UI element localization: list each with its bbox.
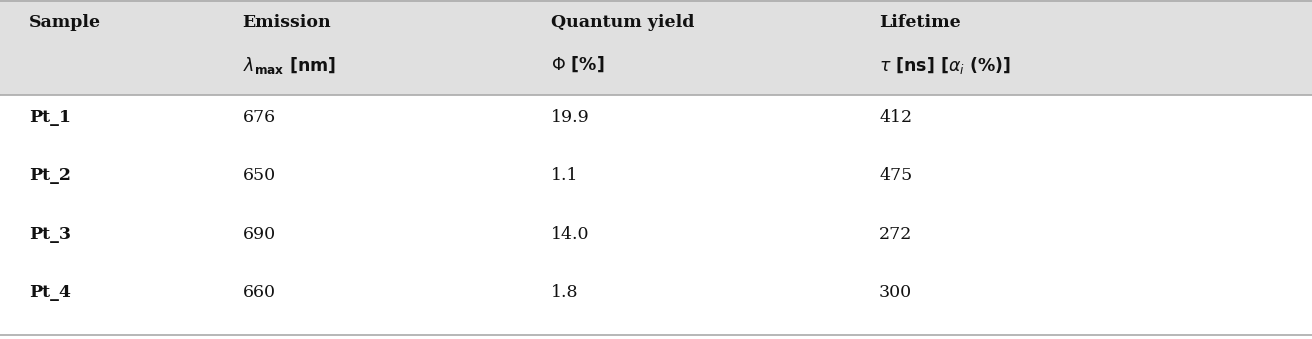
Text: Lifetime: Lifetime: [879, 14, 960, 31]
Text: Quantum yield: Quantum yield: [551, 14, 694, 31]
Text: $\mathit{\Phi}$ [%]: $\mathit{\Phi}$ [%]: [551, 55, 605, 75]
Text: 14.0: 14.0: [551, 226, 589, 243]
Text: 690: 690: [243, 226, 276, 243]
Text: Pt_4: Pt_4: [29, 284, 71, 301]
Bar: [0, 95, 1312, 339]
Text: 272: 272: [879, 226, 912, 243]
Text: $\tau$ [ns] [$\alpha_i$ (%)]: $\tau$ [ns] [$\alpha_i$ (%)]: [879, 55, 1012, 76]
Bar: [0, 0, 1312, 95]
Text: Emission: Emission: [243, 14, 332, 31]
Text: Sample: Sample: [29, 14, 101, 31]
Text: 660: 660: [243, 284, 276, 301]
Text: Pt_2: Pt_2: [29, 167, 71, 184]
Text: 300: 300: [879, 284, 912, 301]
Text: 676: 676: [243, 109, 276, 126]
Text: 412: 412: [879, 109, 912, 126]
Text: Pt_3: Pt_3: [29, 226, 71, 243]
Text: 19.9: 19.9: [551, 109, 590, 126]
Text: 1.8: 1.8: [551, 284, 579, 301]
Text: Pt_1: Pt_1: [29, 109, 71, 126]
Text: $\lambda_{\mathbf{max}}$ [nm]: $\lambda_{\mathbf{max}}$ [nm]: [243, 55, 336, 76]
Text: 475: 475: [879, 167, 912, 184]
Text: 650: 650: [243, 167, 276, 184]
Text: 1.1: 1.1: [551, 167, 579, 184]
